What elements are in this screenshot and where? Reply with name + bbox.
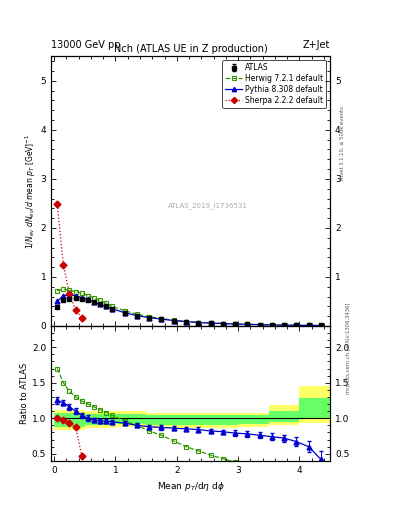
Pythia 8.308 default [306, 323, 311, 329]
Text: mcplots.cern.ch [arXiv:1306.3436]: mcplots.cern.ch [arXiv:1306.3436] [346, 303, 351, 394]
Herwig 7.2.1 default [104, 301, 108, 307]
Herwig 7.2.1 default [159, 315, 164, 322]
Pythia 8.308 default [319, 323, 323, 329]
Title: Nch (ATLAS UE in Z production): Nch (ATLAS UE in Z production) [114, 44, 268, 54]
Herwig 7.2.1 default [184, 318, 188, 325]
Text: Rivet 3.1.10, ≥ 500k events: Rivet 3.1.10, ≥ 500k events [340, 106, 345, 180]
Pythia 8.308 default [270, 322, 274, 328]
Herwig 7.2.1 default [67, 287, 72, 293]
Herwig 7.2.1 default [171, 317, 176, 323]
Sherpa 2.2.2 default [73, 307, 78, 313]
Herwig 7.2.1 default [92, 295, 96, 301]
Pythia 8.308 default [122, 310, 127, 316]
Pythia 8.308 default [86, 296, 90, 303]
Herwig 7.2.1 default [306, 323, 311, 329]
Herwig 7.2.1 default [147, 313, 152, 319]
Pythia 8.308 default [147, 314, 152, 321]
Pythia 8.308 default [104, 303, 108, 309]
Pythia 8.308 default [61, 292, 66, 298]
Pythia 8.308 default [159, 316, 164, 322]
Herwig 7.2.1 default [220, 321, 225, 327]
Herwig 7.2.1 default [282, 322, 286, 328]
Pythia 8.308 default [92, 299, 96, 305]
Pythia 8.308 default [257, 322, 262, 328]
Herwig 7.2.1 default [319, 323, 323, 329]
Herwig 7.2.1 default [208, 320, 213, 326]
Y-axis label: Ratio to ATLAS: Ratio to ATLAS [20, 363, 29, 424]
Herwig 7.2.1 default [86, 292, 90, 298]
Herwig 7.2.1 default [294, 322, 299, 328]
Pythia 8.308 default [110, 306, 115, 312]
Herwig 7.2.1 default [233, 321, 237, 327]
Sherpa 2.2.2 default [79, 314, 84, 321]
Pythia 8.308 default [79, 294, 84, 301]
Herwig 7.2.1 default [61, 286, 66, 292]
Pythia 8.308 default [98, 302, 103, 308]
Pythia 8.308 default [73, 292, 78, 298]
Herwig 7.2.1 default [110, 303, 115, 309]
Herwig 7.2.1 default [257, 322, 262, 328]
Herwig 7.2.1 default [98, 297, 103, 304]
Legend: ATLAS, Herwig 7.2.1 default, Pythia 8.308 default, Sherpa 2.2.2 default: ATLAS, Herwig 7.2.1 default, Pythia 8.30… [222, 60, 326, 108]
Pythia 8.308 default [184, 318, 188, 325]
Herwig 7.2.1 default [79, 290, 84, 296]
Sherpa 2.2.2 default [67, 291, 72, 297]
Herwig 7.2.1 default [245, 322, 250, 328]
Y-axis label: $1/N_{ev}$ $dN_{ev}/d$ mean $p_T$ [GeV]$^{-1}$: $1/N_{ev}$ $dN_{ev}/d$ mean $p_T$ [GeV]$… [23, 134, 38, 249]
Herwig 7.2.1 default [270, 322, 274, 328]
Pythia 8.308 default [134, 313, 139, 319]
X-axis label: Mean $p_T$/d$\eta$ d$\phi$: Mean $p_T$/d$\eta$ d$\phi$ [157, 480, 224, 493]
Text: 13000 GeV pp: 13000 GeV pp [51, 39, 121, 50]
Pythia 8.308 default [220, 321, 225, 327]
Pythia 8.308 default [67, 292, 72, 298]
Pythia 8.308 default [196, 319, 201, 326]
Line: Pythia 8.308 default: Pythia 8.308 default [55, 293, 323, 328]
Text: ATLAS_2019_I1736531: ATLAS_2019_I1736531 [168, 202, 248, 209]
Herwig 7.2.1 default [134, 311, 139, 317]
Pythia 8.308 default [294, 322, 299, 328]
Sherpa 2.2.2 default [61, 262, 66, 268]
Pythia 8.308 default [171, 317, 176, 324]
Pythia 8.308 default [233, 321, 237, 327]
Herwig 7.2.1 default [122, 308, 127, 314]
Herwig 7.2.1 default [55, 288, 60, 294]
Line: Sherpa 2.2.2 default: Sherpa 2.2.2 default [55, 202, 84, 320]
Line: Herwig 7.2.1 default: Herwig 7.2.1 default [55, 287, 323, 328]
Sherpa 2.2.2 default [55, 201, 60, 207]
Herwig 7.2.1 default [73, 289, 78, 295]
Text: Z+Jet: Z+Jet [303, 39, 330, 50]
Pythia 8.308 default [208, 320, 213, 326]
Pythia 8.308 default [55, 298, 60, 305]
Herwig 7.2.1 default [196, 319, 201, 326]
Pythia 8.308 default [245, 322, 250, 328]
Pythia 8.308 default [282, 322, 286, 328]
